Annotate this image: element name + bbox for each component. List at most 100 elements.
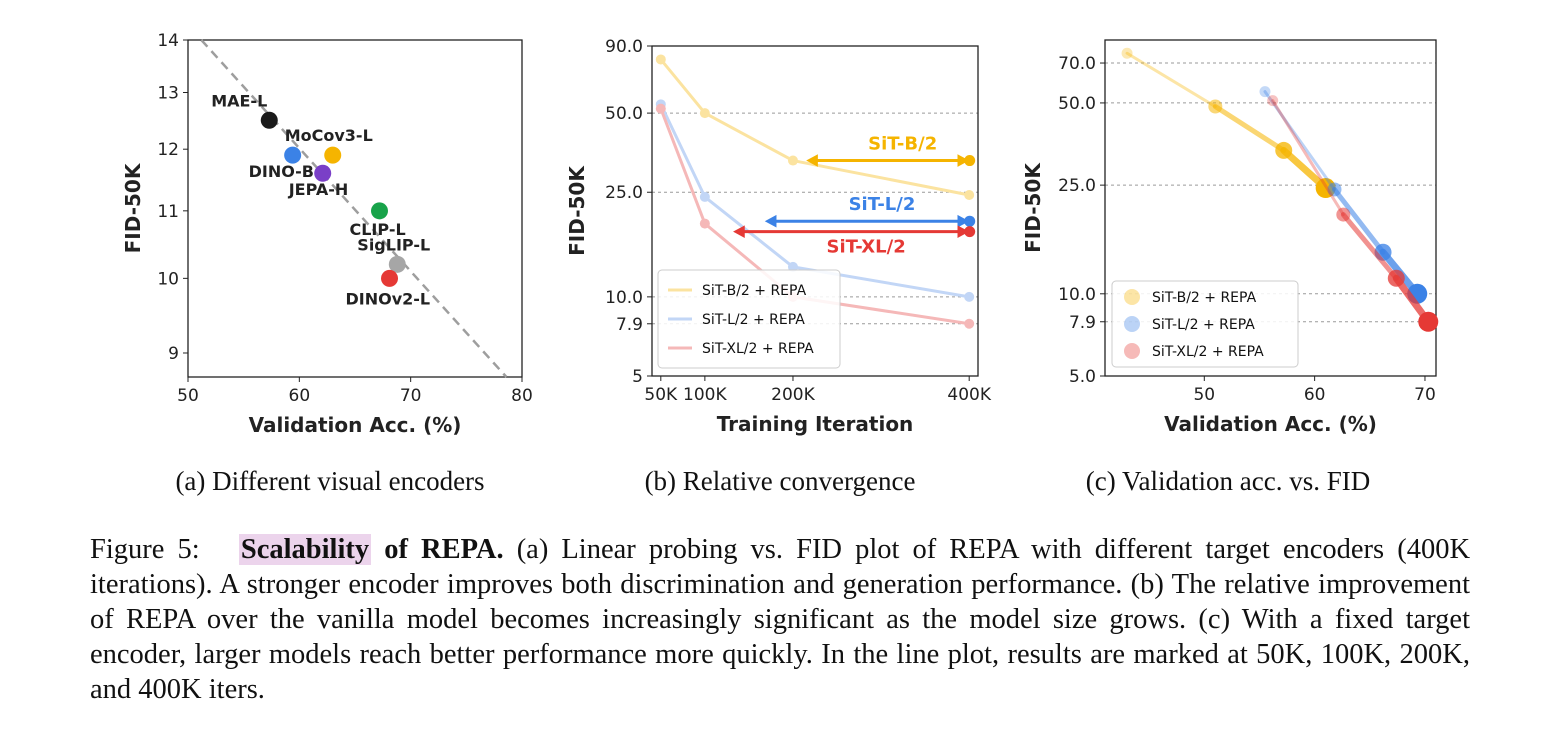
c-legend-swatch-2 [1124, 343, 1140, 359]
a-point-label-2: DINO-B [249, 162, 314, 181]
b-series-line-0 [659, 58, 970, 197]
b-legend-label-2: SiT-XL/2 + REPA [702, 341, 814, 357]
b-arrow-head-left-2 [733, 225, 745, 238]
b-arrow-head-left-0 [806, 154, 818, 167]
a-point-0 [260, 111, 278, 129]
c-legend-swatch-0 [1124, 289, 1140, 305]
a-point-5 [388, 255, 406, 273]
figure-caption: Figure 5: Scalability of REPA. (a) Linea… [90, 532, 1470, 707]
b-series-line-2 [659, 108, 970, 326]
b-y-tick-label-4: 50.0 [605, 104, 643, 124]
b-y-tick-label-3: 25.0 [605, 183, 643, 203]
c-series-2-segment-1 [1340, 212, 1399, 281]
b-series-2-point-1 [699, 218, 710, 229]
c-series-0-segment-1 [1212, 104, 1287, 153]
a-point-label-6: DINOv2-L [346, 289, 431, 308]
b-arrow-label-0: SiT-B/2 [868, 134, 937, 155]
a-plot-frame [187, 39, 523, 378]
a-x-tick-label-1: 60 [289, 386, 311, 406]
c-legend-label-2: SiT-XL/2 + REPA [1152, 344, 1264, 360]
b-arrow-end-dot-0 [964, 155, 976, 167]
b-series-0-point-0 [655, 54, 666, 65]
c-legend-label-0: SiT-B/2 + REPA [1152, 290, 1257, 306]
caption-prefix: Figure 5: [90, 534, 200, 565]
a-y-tick-label-2: 11 [157, 202, 179, 222]
b-y-tick-label-2: 10.0 [605, 288, 643, 308]
a-point-4 [370, 202, 388, 220]
c-series-1-segment-0 [1263, 90, 1336, 191]
a-y-tick-label-5: 14 [157, 31, 179, 51]
c-series-2-point-2 [1387, 269, 1405, 287]
c-series-2-segment-0 [1271, 99, 1345, 217]
c-y-tick-label-1: 7.9 [1069, 313, 1096, 333]
b-y-tick-label-5: 90.0 [605, 37, 643, 57]
a-point-6 [381, 269, 399, 287]
b-arrow-label-2: SiT-XL/2 [827, 237, 906, 258]
a-y-tick-label-1: 10 [157, 269, 179, 289]
c-series-1-point-0 [1259, 86, 1271, 98]
c-series-0-point-1 [1208, 99, 1223, 114]
b-x-tick-label-2: 200K [771, 385, 815, 405]
b-arrow-head-right-2 [957, 225, 970, 238]
b-legend-box [657, 269, 841, 369]
c-series-1-point-1 [1327, 182, 1342, 197]
b-x-tick-label-1: 100K [683, 385, 727, 405]
c-series-2-point-1 [1336, 207, 1351, 222]
a-x-tick-label-2: 70 [400, 386, 422, 406]
b-y-tick-label-0: 5 [632, 367, 643, 387]
c-y-axis-label: FID-50K [1021, 162, 1045, 253]
b-series-1-point-2 [787, 261, 798, 272]
a-point-label-3: JEPA-H [288, 180, 349, 199]
panel-b-chart: 50K 100K 200K 400K 5 7.9 10.0 25.0 50.0 90.0 SiT-B… [565, 37, 992, 436]
a-x-tick-label-0: 50 [177, 386, 199, 406]
c-y-tick-label-2: 10.0 [1058, 285, 1096, 305]
b-series-1-point-1 [699, 191, 710, 202]
a-point-2 [284, 146, 302, 164]
a-point-3 [314, 164, 332, 182]
b-series-1-point-3 [964, 291, 975, 302]
b-x-tick-label-3: 400K [947, 385, 991, 405]
b-legend-label-1: SiT-L/2 + REPA [702, 312, 805, 328]
subcaption-c: (c) Validation acc. vs. FID [1086, 466, 1370, 496]
b-x-axis-label: Training Iteration [717, 412, 914, 436]
c-legend-swatch-1 [1124, 316, 1140, 332]
a-y-tick-label-0: 9 [168, 344, 179, 364]
c-x-tick-label-1: 60 [1304, 385, 1326, 405]
c-series-2-point-0 [1267, 95, 1279, 107]
c-series-2-point-3 [1418, 311, 1439, 332]
c-x-axis-label: Validation Acc. (%) [1164, 412, 1377, 436]
c-plot-frame [1104, 39, 1437, 377]
b-legend-label-0: SiT-B/2 + REPA [702, 283, 807, 299]
a-y-tick-label-4: 13 [157, 83, 179, 103]
a-point-label-1: MoCov3-L [285, 126, 373, 145]
a-point-label-4: CLIP-L [349, 220, 405, 239]
c-series-1-segment-1 [1331, 186, 1386, 255]
c-series-0-point-2 [1275, 141, 1293, 159]
b-arrow-label-1: SiT-L/2 [849, 194, 916, 215]
a-y-axis-label: FID-50K [121, 162, 145, 253]
b-series-0-point-1 [699, 108, 710, 119]
b-y-axis-label: FID-50K [565, 165, 589, 256]
panel-c-chart: 50 60 70 5.0 7.9 10.0 25.0 50.0 70.0 SiT-B/2 + RE… [1021, 39, 1439, 436]
c-series-0-point-0 [1121, 47, 1133, 59]
c-legend-label-1: SiT-L/2 + REPA [1152, 317, 1255, 333]
subcaption-a: (a) Different visual encoders [175, 466, 484, 496]
b-arrow-head-left-1 [764, 214, 777, 228]
caption-highlight: Scalability [238, 534, 372, 565]
a-y-tick-label-3: 12 [157, 140, 179, 160]
a-point-label-0: MAE-L [211, 91, 267, 110]
a-point-1 [324, 146, 342, 164]
b-arrow-head-right-0 [957, 154, 970, 167]
c-legend-box [1111, 280, 1299, 368]
a-trend-line [200, 39, 508, 378]
a-x-tick-label-3: 80 [511, 386, 533, 406]
b-y-tick-label-1: 7.9 [616, 315, 643, 335]
b-series-2-point-3 [964, 318, 975, 329]
b-series-0-point-3 [964, 190, 975, 201]
c-y-tick-label-4: 50.0 [1058, 94, 1096, 114]
b-arrow-end-dot-2 [964, 226, 976, 238]
c-series-0-segment-0 [1125, 51, 1217, 109]
b-series-2-point-0 [655, 103, 666, 114]
c-y-tick-label-5: 70.0 [1058, 54, 1096, 74]
b-plot-frame [651, 45, 979, 377]
